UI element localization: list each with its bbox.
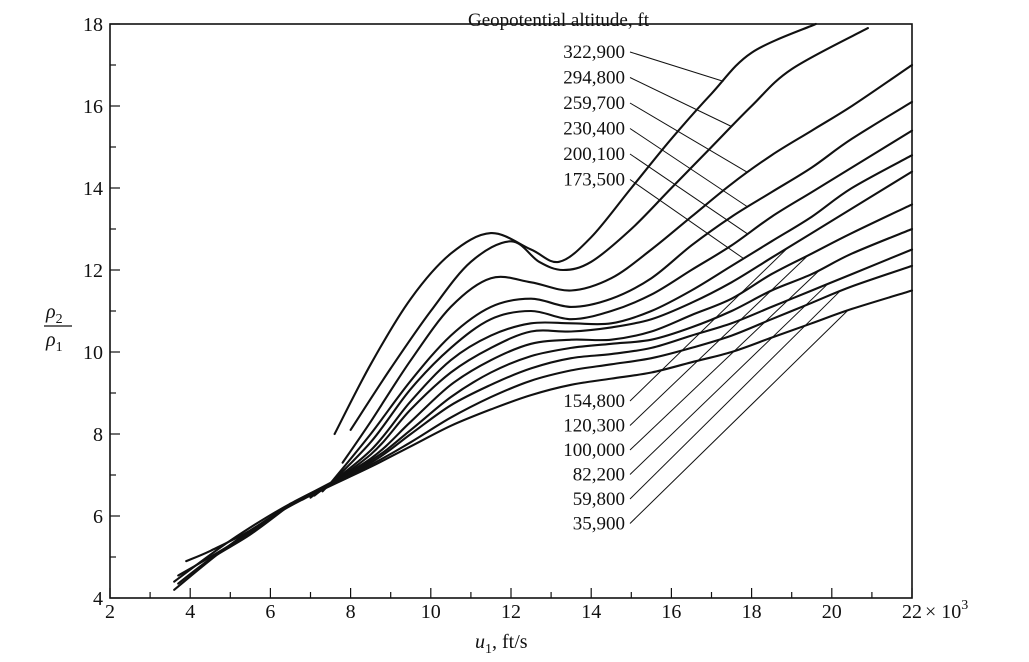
leader-line — [629, 283, 829, 475]
x-tick-label: 20 — [822, 601, 842, 623]
x-multiplier: × 103 — [925, 598, 968, 623]
x-tick-label: 16 — [661, 601, 681, 623]
y-tick-label: 10 — [83, 342, 103, 364]
x-tick-label: 14 — [581, 601, 601, 623]
y-tick-label: 6 — [93, 506, 103, 528]
leader-line — [629, 153, 748, 235]
altitude-label-top: 173,500 — [563, 170, 625, 191]
altitude-label-top: 259,700 — [563, 93, 625, 114]
y-tick-labels: 4 6 8 10 12 14 16 18 — [83, 14, 103, 610]
altitude-curve — [173, 264, 914, 583]
axis-ticks — [109, 23, 913, 599]
leader-line — [629, 290, 841, 500]
altitude-annotations: 322,900 294,800 259,700 230,400 200,100 173,5… — [563, 42, 625, 535]
x-tick-labels: 2 4 6 8 10 12 14 16 18 20 22 — [105, 601, 922, 623]
altitude-label-bottom: 120,300 — [563, 416, 625, 437]
y-tick-label: 8 — [93, 424, 103, 446]
leader-line — [629, 255, 809, 426]
altitude-label-top: 294,800 — [563, 68, 625, 89]
y-tick-label: 14 — [83, 178, 103, 200]
y-axis-label: ρ2 ρ1 — [44, 301, 72, 355]
altitude-curve — [173, 289, 914, 591]
leader-lines — [629, 51, 849, 524]
altitude-label-bottom: 35,900 — [573, 514, 625, 535]
altitude-curve — [321, 129, 914, 493]
leader-line — [629, 77, 732, 127]
altitude-curve — [341, 63, 914, 464]
altitude-label-top: 200,100 — [563, 144, 625, 165]
altitude-label-bottom: 100,000 — [563, 440, 625, 461]
y-tick-label: 12 — [83, 260, 103, 282]
x-tick-label: 12 — [501, 601, 521, 623]
x-tick-label: 10 — [421, 601, 441, 623]
altitude-curve — [329, 100, 914, 485]
x-tick-label: 8 — [346, 601, 356, 623]
altitude-label-bottom: 82,200 — [573, 465, 625, 486]
leader-line — [629, 247, 789, 402]
x-tick-label: 18 — [742, 601, 762, 623]
altitude-curve — [301, 203, 914, 501]
altitude-curve — [313, 154, 914, 497]
altitude-label-top: 230,400 — [563, 119, 625, 140]
y-tick-label: 18 — [83, 14, 103, 36]
leader-line — [629, 310, 849, 524]
x-tick-label: 2 — [105, 601, 115, 623]
y-tick-label: 4 — [93, 588, 103, 610]
altitude-curves — [173, 22, 914, 591]
altitude-curve — [309, 170, 914, 499]
altitude-label-bottom: 154,800 — [563, 391, 625, 412]
leader-line — [629, 128, 748, 208]
altitude-curve — [349, 27, 869, 431]
altitude-curve — [333, 22, 817, 436]
x-axis-label: u1, ft/s — [475, 631, 528, 657]
altitude-curve — [293, 227, 914, 503]
x-tick-label: 22 — [902, 601, 922, 623]
svg-text:ρ2: ρ2 — [45, 301, 63, 327]
legend-title: Geopotential altitude, ft — [468, 10, 650, 31]
altitude-curve — [177, 503, 292, 585]
svg-text:ρ1: ρ1 — [45, 329, 63, 355]
leader-line — [629, 102, 748, 173]
x-tick-label: 4 — [185, 601, 195, 623]
altitude-label-bottom: 59,800 — [573, 489, 625, 510]
altitude-label-top: 322,900 — [563, 42, 625, 63]
leader-line — [629, 179, 744, 259]
leader-line — [629, 269, 821, 451]
altitude-curve — [177, 502, 292, 577]
x-tick-label: 6 — [265, 601, 275, 623]
altitude-curve — [289, 248, 914, 505]
y-tick-label: 16 — [83, 96, 103, 118]
leader-line — [629, 51, 724, 82]
